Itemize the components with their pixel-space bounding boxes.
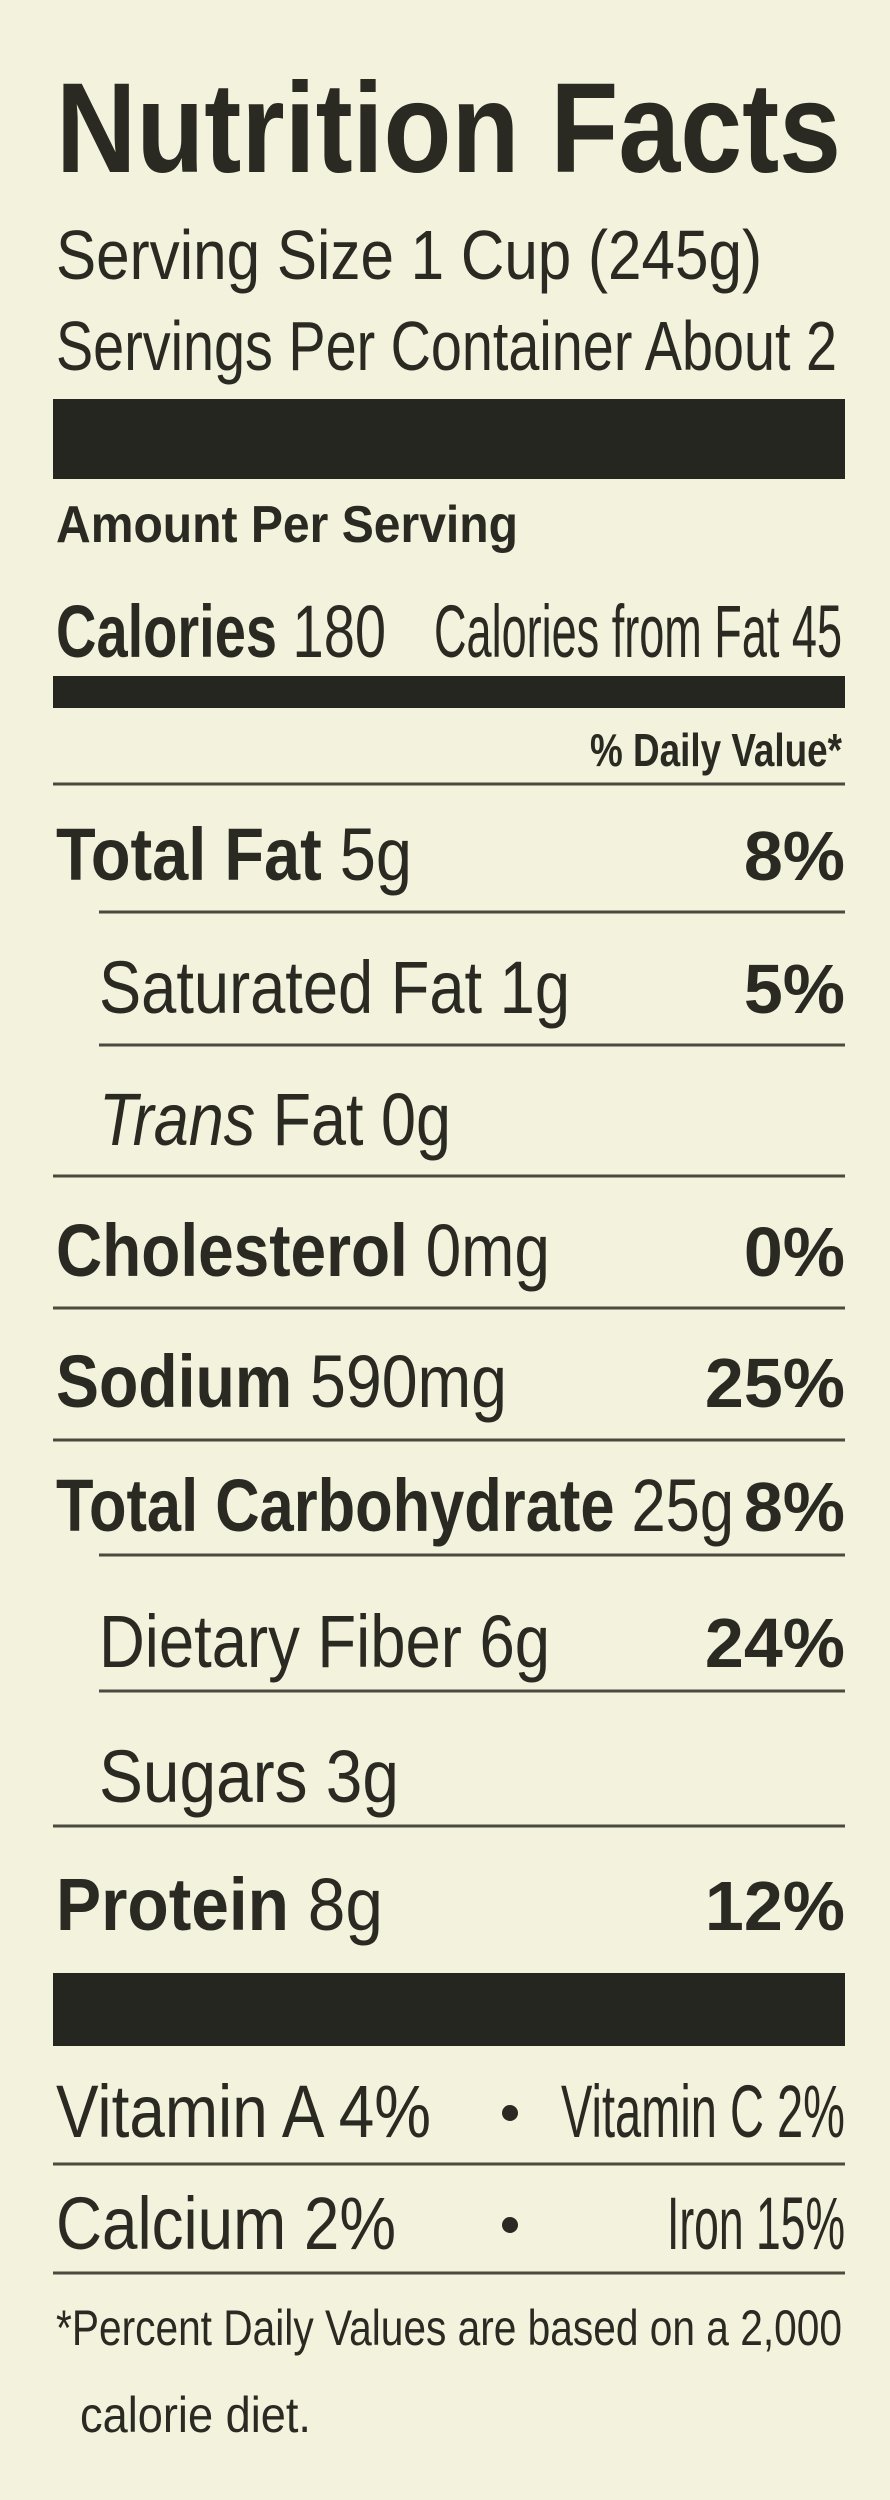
nutrient-amount: 3g: [326, 1735, 399, 1818]
thick-bar: [53, 399, 845, 479]
nutrient: Sodium 590mg: [56, 1340, 507, 1423]
thick-bar: [53, 1973, 845, 2046]
nutrient-dv: 5%: [744, 950, 845, 1028]
nutrient-name: Total Carbohydrate: [56, 1464, 614, 1547]
nutrient: Trans Fat 0g: [99, 1078, 451, 1161]
nutrient-name: Sodium: [56, 1340, 292, 1423]
nutrient-dv: 8%: [744, 817, 845, 895]
nutrient-amount: 6g: [479, 1600, 550, 1683]
bullet: [502, 2105, 518, 2121]
nutrient-amount: 590mg: [310, 1340, 507, 1423]
calories: Calories 180: [56, 590, 386, 673]
nutrient-amount: 8g: [308, 1863, 383, 1946]
nutrient-name: Dietary Fiber: [99, 1600, 462, 1683]
nutrient-amount: 25g: [632, 1464, 734, 1547]
nutrient-dv: 0%: [744, 1213, 845, 1291]
nutrient-dv: 25%: [705, 1344, 845, 1422]
nutrient: Total Carbohydrate 25g: [56, 1464, 734, 1547]
nutrient: Saturated Fat 1g: [99, 946, 570, 1029]
nutrient-name: Cholesterol: [56, 1209, 408, 1292]
nutrient-amount: 5g: [340, 813, 412, 896]
serving-size: Serving Size 1 Cup (245g): [56, 216, 762, 294]
nutrient-amount: 0mg: [426, 1209, 550, 1292]
nutrient-name-italic: Trans: [99, 1078, 255, 1161]
servings-per-container: Servings Per Container About 2: [56, 307, 837, 385]
nutrient: Sugars 3g: [99, 1735, 399, 1818]
calories-value: 180: [293, 590, 386, 673]
nutrient-name: Sugars: [99, 1735, 308, 1818]
nutrient: Cholesterol 0mg: [56, 1209, 550, 1292]
nutrient-dv: 8%: [744, 1468, 845, 1546]
vitamin: Vitamin C 2%: [561, 2070, 845, 2153]
nutrient: Dietary Fiber 6g: [99, 1600, 550, 1683]
vitamin: Calcium 2%: [56, 2182, 396, 2265]
footnote: calorie diet.: [80, 2387, 311, 2443]
nutrient-name: Saturated Fat: [99, 946, 482, 1029]
nutrient-name: Protein: [56, 1863, 289, 1946]
title: Nutrition Facts: [56, 57, 841, 200]
nutrient-dv: 12%: [705, 1867, 845, 1945]
footnote: *Percent Daily Values are based on a 2,0…: [56, 2300, 842, 2356]
nutrient: Total Fat 5g: [56, 813, 412, 896]
vitamin: Vitamin A 4%: [56, 2070, 431, 2153]
bullet: [502, 2217, 518, 2233]
calories-from-fat: Calories from Fat 45: [434, 590, 842, 673]
mineral: Iron 15%: [667, 2182, 845, 2265]
nutrient-amount: 0g: [381, 1078, 451, 1161]
nutrient-name: Fat: [273, 1078, 364, 1161]
nutrient-name: Total Fat: [56, 813, 322, 896]
calories-label: Calories: [56, 590, 277, 673]
amount-per-serving: Amount Per Serving: [56, 496, 518, 554]
daily-value-header: % Daily Value*: [590, 724, 842, 776]
nutrient-amount: 1g: [500, 946, 570, 1029]
nutrient-dv: 24%: [705, 1604, 845, 1682]
nutrient: Protein 8g: [56, 1863, 383, 1946]
medium-bar: [53, 676, 845, 708]
